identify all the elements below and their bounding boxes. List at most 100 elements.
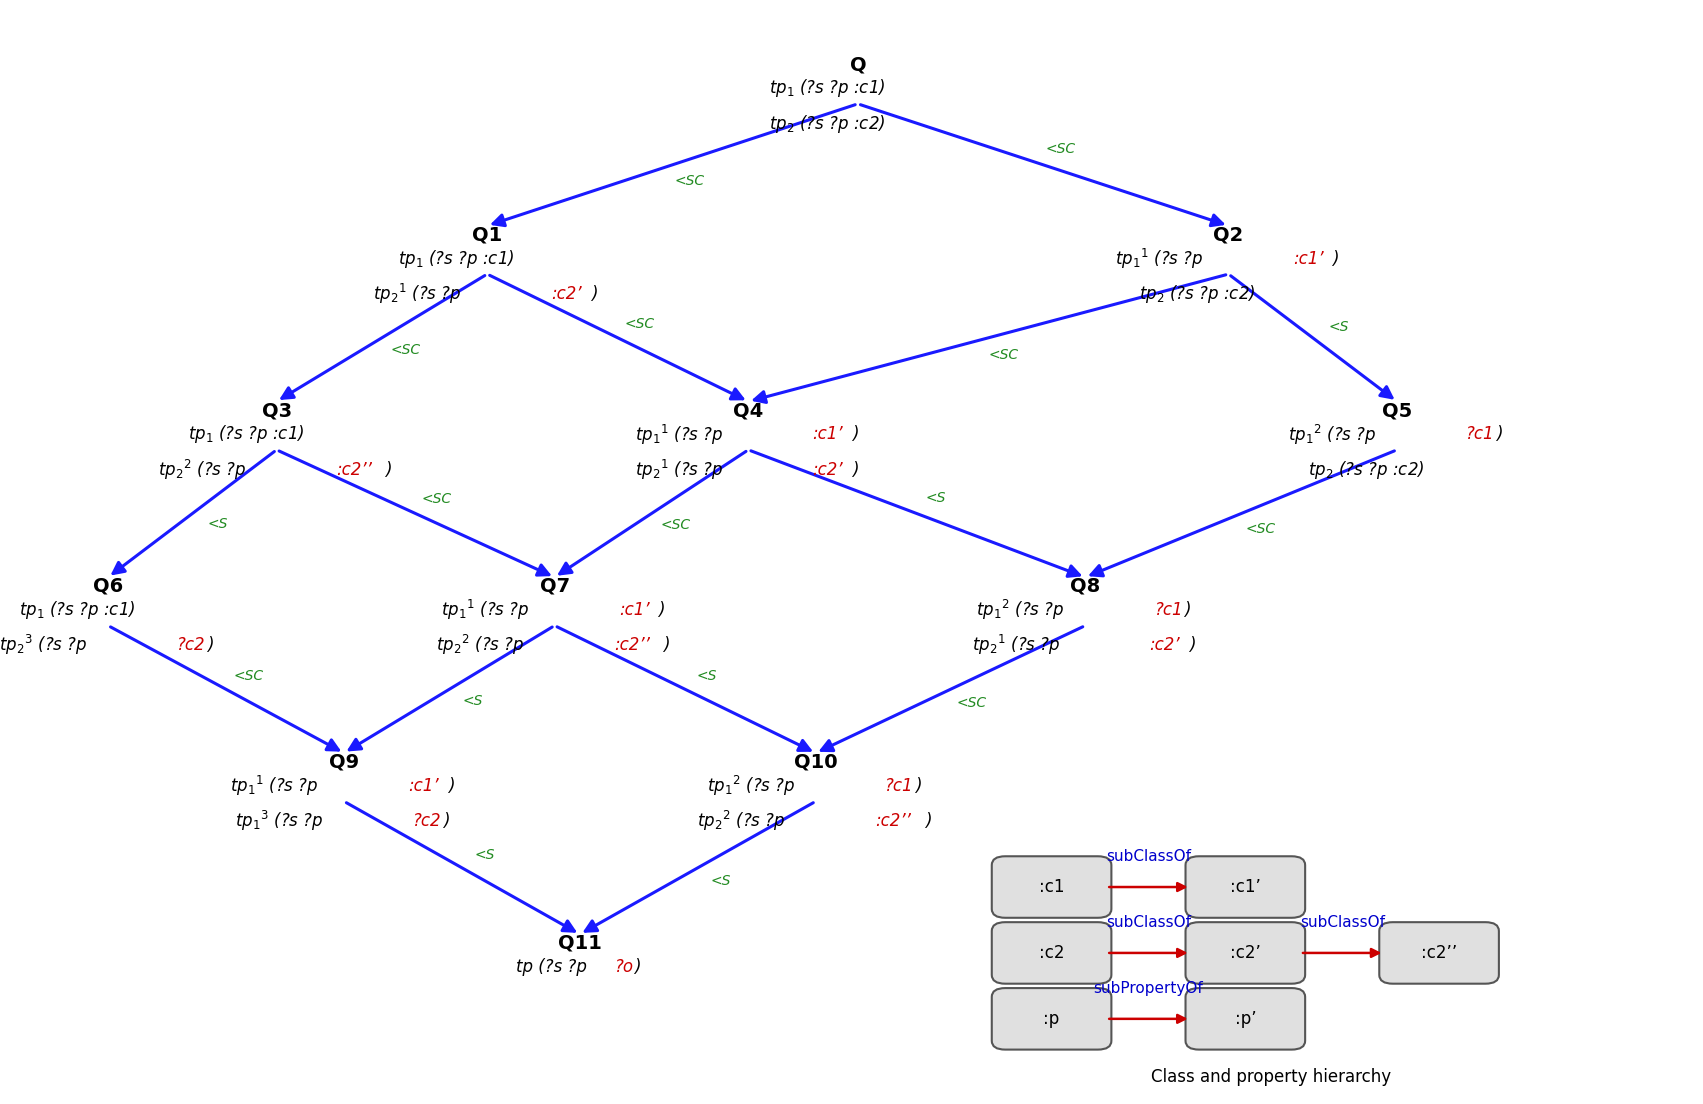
Text: tp$_1$ (?s ?p :c1): tp$_1$ (?s ?p :c1) bbox=[399, 247, 514, 269]
FancyBboxPatch shape bbox=[991, 988, 1112, 1050]
Text: :p: :p bbox=[1044, 1010, 1059, 1028]
Text: :c1’: :c1’ bbox=[812, 425, 843, 444]
Text: tp$_2$$^2$ (?s ?p: tp$_2$$^2$ (?s ?p bbox=[436, 634, 525, 657]
Text: <S: <S bbox=[208, 517, 228, 531]
Text: Q9: Q9 bbox=[329, 753, 359, 772]
Text: <SC: <SC bbox=[1046, 141, 1076, 156]
Text: ): ) bbox=[1332, 250, 1339, 267]
Text: ?c2: ?c2 bbox=[414, 813, 441, 830]
Text: tp$_2$ (?s ?p :c2): tp$_2$ (?s ?p :c2) bbox=[1139, 283, 1255, 305]
FancyBboxPatch shape bbox=[1185, 857, 1304, 917]
Text: ): ) bbox=[915, 777, 921, 795]
Text: tp$_2$ (?s ?p :c2): tp$_2$ (?s ?p :c2) bbox=[1308, 458, 1424, 480]
Text: Q2: Q2 bbox=[1213, 225, 1243, 244]
Text: Q3: Q3 bbox=[262, 401, 291, 421]
Text: tp$_1$$^1$ (?s ?p: tp$_1$$^1$ (?s ?p bbox=[441, 598, 530, 623]
Text: ): ) bbox=[852, 425, 858, 444]
Text: ): ) bbox=[664, 636, 669, 655]
Text: ?o: ?o bbox=[615, 958, 634, 976]
Text: <SC: <SC bbox=[661, 518, 691, 532]
Text: ): ) bbox=[443, 813, 450, 830]
Text: tp$_2$$^2$ (?s ?p: tp$_2$$^2$ (?s ?p bbox=[158, 457, 247, 481]
Text: <S: <S bbox=[1328, 320, 1349, 335]
Text: :c1’: :c1’ bbox=[1230, 878, 1260, 896]
Text: :c1’: :c1’ bbox=[618, 602, 649, 619]
Text: Q: Q bbox=[850, 55, 867, 74]
Text: ?c2: ?c2 bbox=[177, 636, 206, 655]
Text: ): ) bbox=[1495, 425, 1502, 444]
Text: tp$_1$$^1$ (?s ?p: tp$_1$$^1$ (?s ?p bbox=[1115, 246, 1204, 270]
Text: tp$_2$$^2$ (?s ?p: tp$_2$$^2$ (?s ?p bbox=[697, 809, 787, 834]
Text: :c2’: :c2’ bbox=[1230, 944, 1260, 962]
Text: tp$_1$$^2$ (?s ?p: tp$_1$$^2$ (?s ?p bbox=[707, 774, 795, 798]
Text: tp$_1$$^2$ (?s ?p: tp$_1$$^2$ (?s ?p bbox=[1287, 423, 1378, 446]
Text: ): ) bbox=[925, 813, 932, 830]
Text: :c2’’: :c2’’ bbox=[335, 460, 371, 479]
Text: Class and property hierarchy: Class and property hierarchy bbox=[1151, 1068, 1391, 1086]
Text: subClassOf: subClassOf bbox=[1299, 915, 1385, 930]
Text: :c2’’: :c2’’ bbox=[1420, 944, 1458, 962]
FancyBboxPatch shape bbox=[1379, 922, 1499, 984]
Text: <S: <S bbox=[710, 873, 731, 888]
Text: ): ) bbox=[634, 958, 640, 976]
Text: subPropertyOf: subPropertyOf bbox=[1093, 980, 1204, 996]
Text: subClassOf: subClassOf bbox=[1105, 849, 1190, 863]
FancyBboxPatch shape bbox=[991, 857, 1112, 917]
Text: <S: <S bbox=[925, 491, 945, 506]
Text: tp$_2$ (?s ?p :c2): tp$_2$ (?s ?p :c2) bbox=[768, 113, 886, 135]
Text: <SC: <SC bbox=[390, 343, 421, 357]
Text: ): ) bbox=[1189, 636, 1196, 655]
Text: tp$_2$$^1$ (?s ?p: tp$_2$$^1$ (?s ?p bbox=[971, 634, 1061, 657]
FancyBboxPatch shape bbox=[991, 922, 1112, 984]
Text: <S: <S bbox=[475, 848, 496, 862]
Text: :c2’: :c2’ bbox=[552, 285, 582, 302]
Text: <S: <S bbox=[697, 669, 717, 682]
Text: <SC: <SC bbox=[625, 317, 654, 331]
Text: tp$_1$ (?s ?p :c1): tp$_1$ (?s ?p :c1) bbox=[187, 424, 305, 446]
Text: Q5: Q5 bbox=[1381, 401, 1412, 421]
Text: Q10: Q10 bbox=[794, 753, 838, 772]
Text: Q11: Q11 bbox=[559, 934, 601, 953]
Text: ?c1: ?c1 bbox=[1155, 602, 1184, 619]
Text: ): ) bbox=[1184, 602, 1190, 619]
Text: Q7: Q7 bbox=[540, 577, 569, 596]
Text: <SC: <SC bbox=[1247, 521, 1276, 535]
Text: ): ) bbox=[448, 777, 455, 795]
Text: :c1’: :c1’ bbox=[409, 777, 439, 795]
Text: subClassOf: subClassOf bbox=[1105, 915, 1190, 930]
Text: ): ) bbox=[385, 460, 392, 479]
Text: Q4: Q4 bbox=[734, 401, 763, 421]
Text: ): ) bbox=[659, 602, 664, 619]
Text: :p’: :p’ bbox=[1235, 1010, 1257, 1028]
Text: :c2’: :c2’ bbox=[812, 460, 843, 479]
Text: <SC: <SC bbox=[422, 492, 451, 507]
Text: ): ) bbox=[208, 636, 213, 655]
Text: tp$_2$$^1$ (?s ?p: tp$_2$$^1$ (?s ?p bbox=[635, 457, 724, 481]
Text: ?c1: ?c1 bbox=[1466, 425, 1495, 444]
Text: tp$_1$$^2$ (?s ?p: tp$_1$$^2$ (?s ?p bbox=[976, 598, 1066, 623]
Text: :c1: :c1 bbox=[1039, 878, 1064, 896]
Text: ): ) bbox=[591, 285, 598, 302]
Text: tp$_1$$^3$ (?s ?p: tp$_1$$^3$ (?s ?p bbox=[235, 809, 324, 834]
Text: tp$_1$ (?s ?p :c1): tp$_1$ (?s ?p :c1) bbox=[768, 77, 886, 99]
Text: :c2: :c2 bbox=[1039, 944, 1064, 962]
Text: <S: <S bbox=[463, 694, 484, 709]
Text: ?c1: ?c1 bbox=[886, 777, 913, 795]
FancyBboxPatch shape bbox=[1185, 988, 1304, 1050]
Text: :c2’’: :c2’’ bbox=[613, 636, 651, 655]
Text: tp$_1$$^1$ (?s ?p: tp$_1$$^1$ (?s ?p bbox=[635, 423, 724, 446]
Text: <SC: <SC bbox=[988, 348, 1018, 362]
Text: tp (?s ?p: tp (?s ?p bbox=[516, 958, 591, 976]
Text: tp$_2$$^3$ (?s ?p: tp$_2$$^3$ (?s ?p bbox=[0, 634, 89, 657]
Text: :c1’: :c1’ bbox=[1293, 250, 1323, 267]
Text: tp$_2$$^1$ (?s ?p: tp$_2$$^1$ (?s ?p bbox=[373, 282, 463, 306]
Text: Q6: Q6 bbox=[94, 577, 123, 596]
FancyBboxPatch shape bbox=[1185, 922, 1304, 984]
Text: Q1: Q1 bbox=[472, 225, 502, 244]
Text: <SC: <SC bbox=[674, 174, 705, 188]
Text: :c2’’: :c2’’ bbox=[875, 813, 911, 830]
Text: tp$_1$ (?s ?p :c1): tp$_1$ (?s ?p :c1) bbox=[19, 599, 136, 622]
Text: <SC: <SC bbox=[957, 697, 988, 710]
Text: :c2’: :c2’ bbox=[1150, 636, 1180, 655]
Text: ): ) bbox=[852, 460, 858, 479]
